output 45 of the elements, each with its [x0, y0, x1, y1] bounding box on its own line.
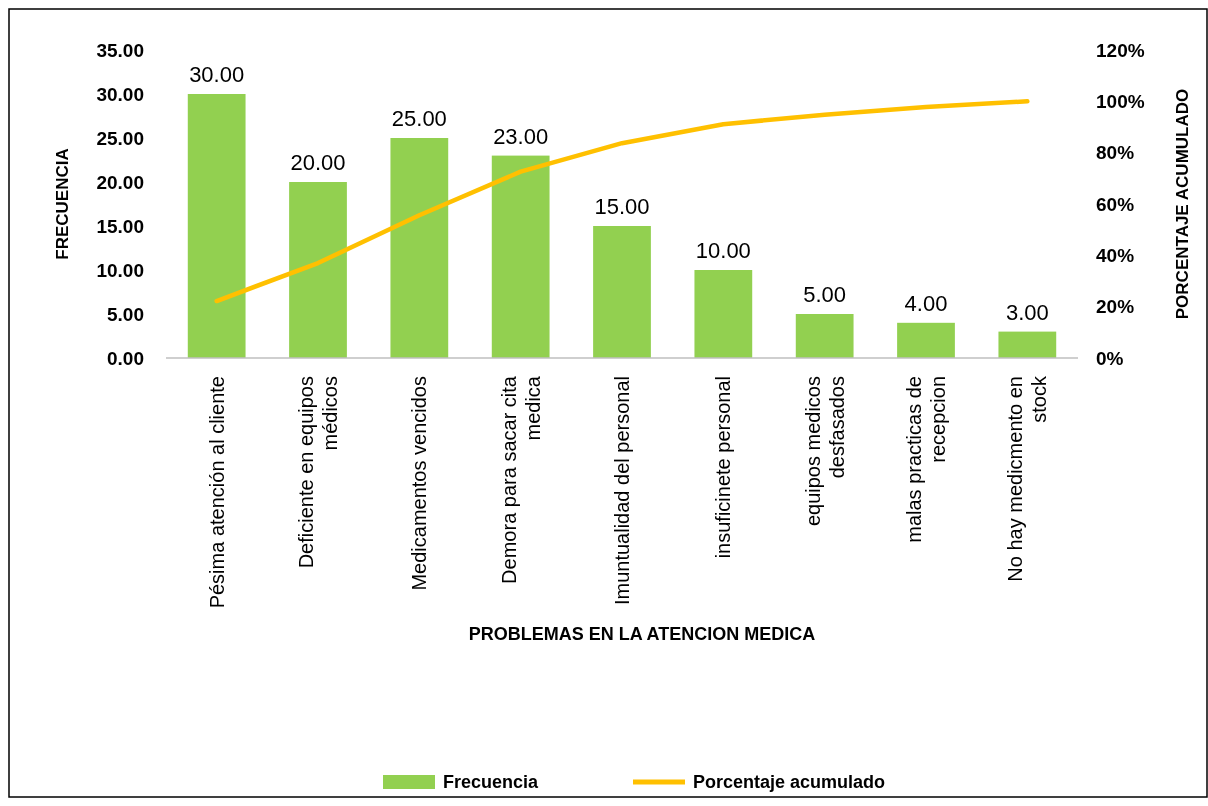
y-tick-label: 20.00: [96, 171, 144, 193]
y2-tick-label: 100%: [1096, 90, 1145, 112]
data-label: 20.00: [290, 150, 346, 175]
bar: [390, 138, 449, 358]
y-tick-label: 0.00: [107, 347, 144, 369]
x-tick-label: Medicamentos vencidos: [408, 376, 431, 591]
y-axis-title: FRECUENCIA: [53, 148, 72, 260]
y-tick-label: 10.00: [96, 259, 144, 281]
data-label: 10.00: [695, 238, 751, 263]
x-axis-title: PROBLEMAS EN LA ATENCION MEDICA: [468, 624, 816, 645]
y-tick-label: 15.00: [96, 215, 144, 237]
data-label: 5.00: [803, 282, 847, 307]
legend-label: Frecuencia: [443, 772, 540, 793]
x-tick-label: Deficiente en equipos médicos: [295, 376, 341, 569]
x-tick-label: Pésima atención al cliente: [205, 376, 228, 609]
bar: [289, 182, 347, 358]
bar: [593, 226, 651, 358]
y2-tick-label: 40%: [1096, 244, 1135, 266]
x-tick-label: No hay medicmento en stock: [1004, 375, 1051, 582]
data-label: 15.00: [594, 194, 650, 219]
bar: [795, 314, 854, 358]
y2-tick-label: 60%: [1096, 193, 1135, 215]
y-tick-label: 5.00: [107, 303, 144, 325]
y2-tick-label: 0%: [1096, 347, 1124, 369]
y-tick-label: 30.00: [96, 83, 144, 105]
x-tick-label: insuficinete personal: [712, 376, 735, 559]
bar: [187, 94, 246, 358]
x-tick-label: Demora para sacar cita medica: [497, 375, 544, 584]
data-label: 30.00: [189, 62, 245, 87]
bar: [694, 270, 753, 358]
bar: [897, 322, 955, 358]
data-label: 25.00: [391, 106, 447, 131]
y-tick-label: 35.00: [96, 39, 144, 61]
y2-tick-label: 20%: [1096, 296, 1135, 318]
x-tick-label: Imuntualidad del personal: [611, 376, 633, 606]
bar: [998, 331, 1057, 358]
y2-axis-title: PORCENTAJE ACUMULADO: [1173, 88, 1192, 320]
y2-tick-label: 80%: [1096, 142, 1135, 164]
legend-label: Porcentaje acumulado: [693, 772, 886, 793]
data-label: 4.00: [904, 290, 948, 316]
y2-tick-label: 120%: [1096, 39, 1145, 61]
bar: [491, 155, 550, 358]
data-label: 23.00: [493, 123, 549, 149]
data-label: 3.00: [1005, 299, 1049, 325]
y-tick-label: 25.00: [96, 127, 144, 149]
